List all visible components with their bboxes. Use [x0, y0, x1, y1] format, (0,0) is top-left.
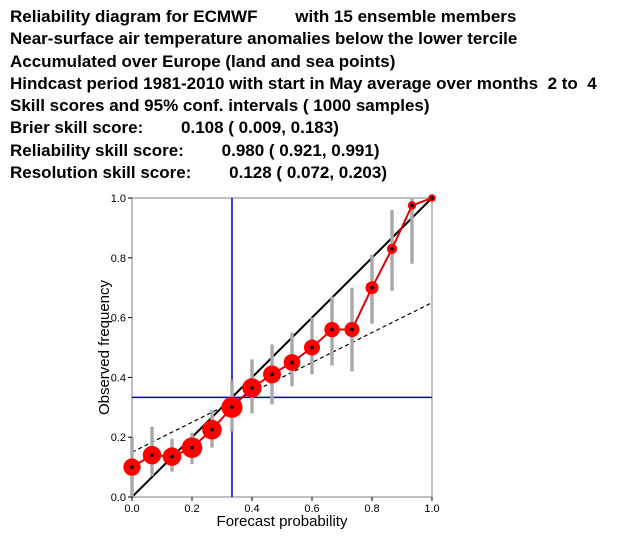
y-tick-label: 0.2 — [111, 432, 126, 444]
x-tick-label: 0.2 — [184, 503, 199, 515]
reliability-point-center — [270, 372, 274, 377]
y-tick-label: 0.4 — [111, 372, 126, 384]
x-tick-label: 0.0 — [124, 503, 139, 515]
chart-header: Reliability diagram for ECMWF with 15 en… — [10, 6, 597, 184]
x-tick-label: 1.0 — [424, 503, 439, 515]
reliability-point-center — [150, 453, 154, 457]
header-resolution-score: Resolution skill score: 0.128 ( 0.072, 0… — [10, 163, 388, 183]
header-variable: Near-surface air temperature anomalies b… — [10, 29, 518, 49]
x-tick-label: 0.4 — [244, 503, 259, 515]
reliability-point-center — [130, 465, 134, 469]
header-brier-score: Brier skill score: 0.108 ( 0.009, 0.183) — [10, 118, 339, 138]
header-reliability-score: Reliability skill score: 0.980 ( 0.921, … — [10, 140, 380, 160]
x-axis-label: Forecast probability — [217, 513, 348, 530]
reliability-point-center — [370, 285, 374, 290]
reliability-point-center — [290, 360, 294, 365]
header-region: Accumulated over Europe (land and sea po… — [10, 51, 396, 71]
y-tick-label: 0.6 — [111, 313, 126, 325]
reliability-point-center — [190, 445, 194, 450]
reliability-point-center — [250, 386, 254, 390]
plot-frame — [131, 197, 433, 498]
reliability-point-center — [310, 345, 314, 350]
y-tick-label: 0.8 — [111, 253, 126, 265]
x-tick-label: 0.6 — [304, 503, 319, 515]
reliability-point-center — [430, 196, 434, 200]
reliability-point-center — [350, 327, 354, 332]
header-title: Reliability diagram for ECMWF with 15 en… — [10, 7, 517, 26]
reliability-point-center — [210, 427, 214, 432]
no-skill-line — [131, 302, 433, 453]
header-period: Hindcast period 1981-2010 with start in … — [10, 73, 597, 93]
y-axis-label: Observed frequency — [96, 279, 113, 415]
reliability-point-center — [410, 203, 414, 208]
y-tick-label: 0.0 — [111, 492, 126, 504]
header-scores-caption: Skill scores and 95% conf. intervals ( 1… — [10, 96, 430, 116]
reliability-point-center — [230, 405, 234, 410]
reliability-point-center — [170, 454, 174, 459]
x-tick-label: 0.8 — [364, 503, 379, 515]
reliability-point-center — [330, 327, 334, 332]
reliability-curve — [131, 197, 433, 468]
y-tick-label: 1.0 — [111, 193, 126, 205]
reliability-point-center — [390, 247, 394, 251]
